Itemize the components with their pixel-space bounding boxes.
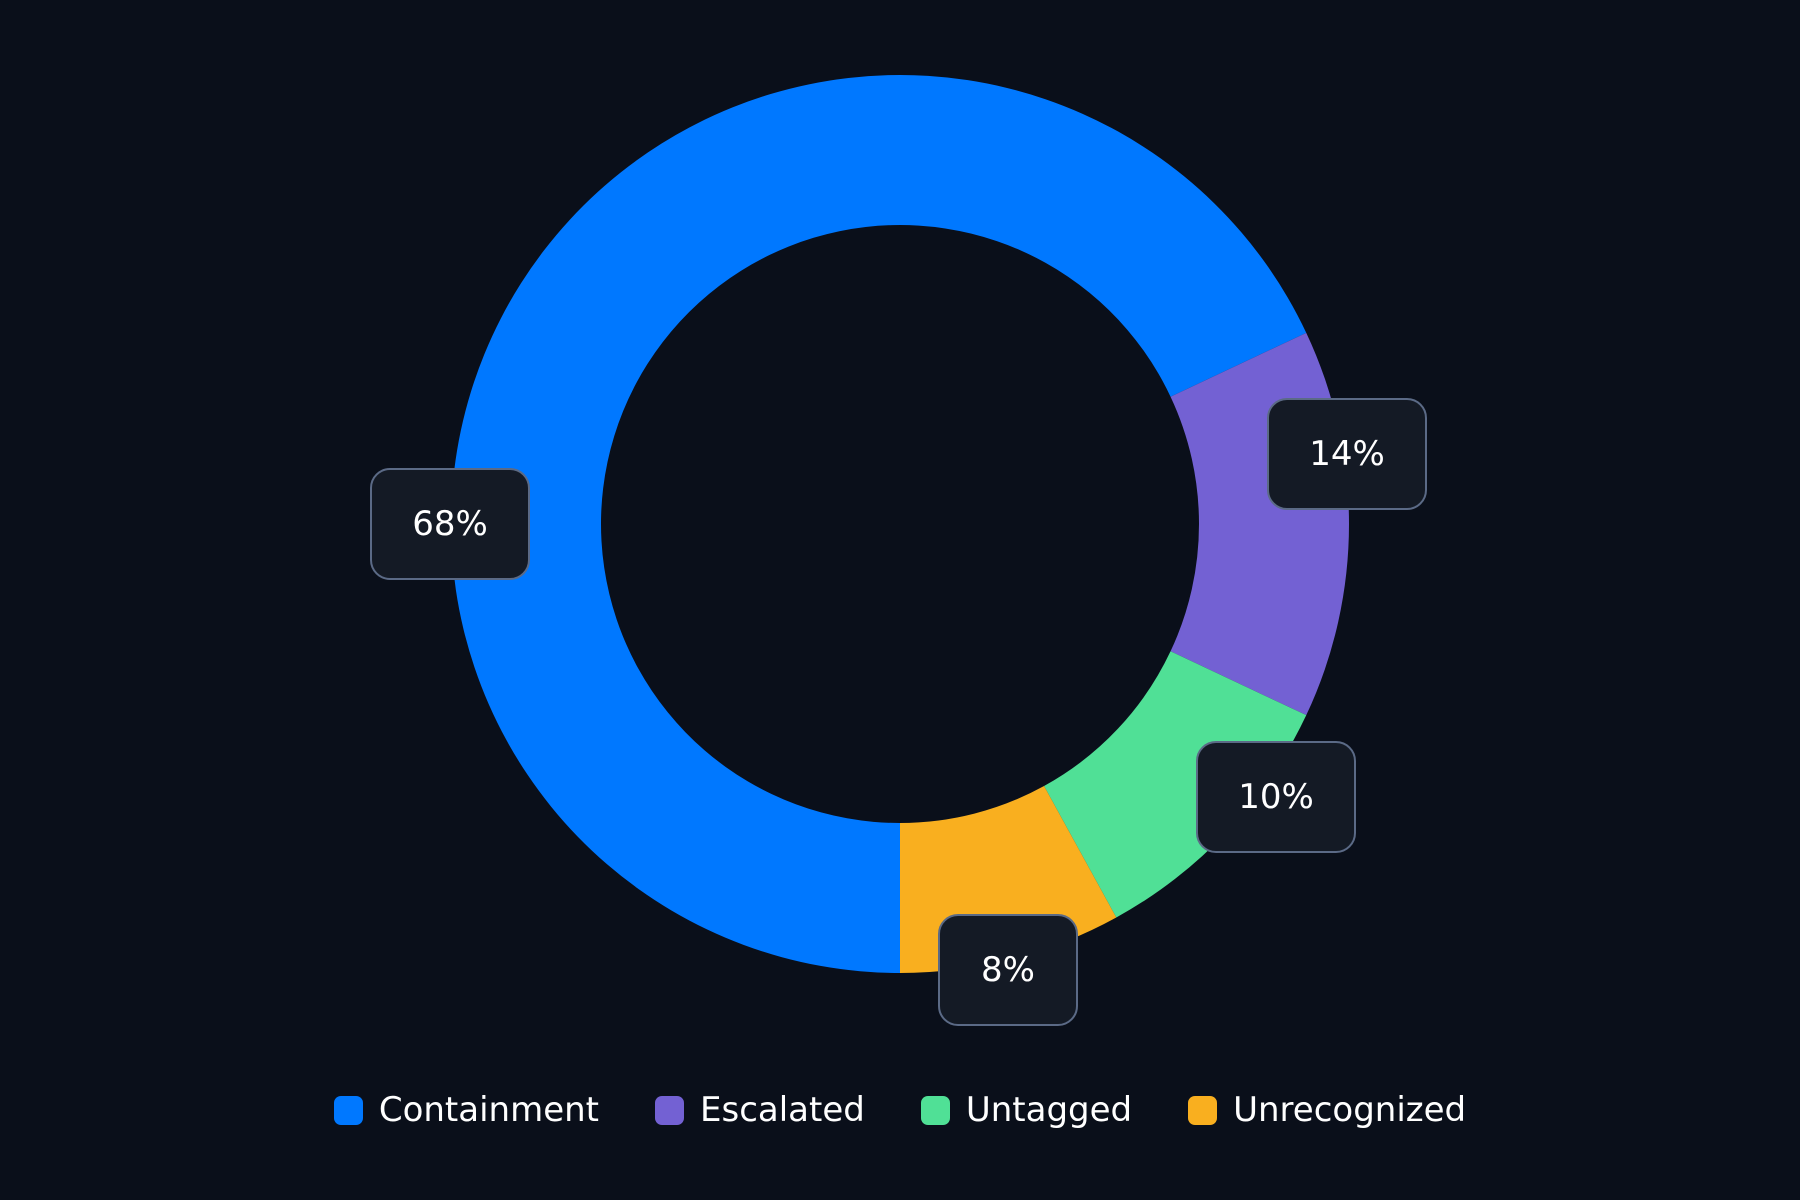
legend-item-untagged[interactable]: Untagged bbox=[920, 1090, 1133, 1130]
value-label-text: 8% bbox=[981, 950, 1035, 990]
value-label-untagged: 10% bbox=[1196, 741, 1356, 853]
value-label-containment: 68% bbox=[370, 468, 530, 580]
legend-label: Untagged bbox=[965, 1090, 1133, 1130]
legend-item-containment[interactable]: Containment bbox=[333, 1090, 600, 1130]
legend-swatch bbox=[333, 1095, 363, 1125]
legend-label: Unrecognized bbox=[1233, 1090, 1467, 1130]
legend-swatch bbox=[920, 1095, 950, 1125]
donut-segment-containment[interactable] bbox=[450, 75, 1307, 973]
donut-segment-untagged[interactable] bbox=[1044, 651, 1307, 918]
legend-swatch bbox=[655, 1095, 685, 1125]
legend-item-unrecognized[interactable]: Unrecognized bbox=[1188, 1090, 1466, 1130]
value-label-text: 10% bbox=[1238, 777, 1314, 817]
legend-label: Escalated bbox=[700, 1090, 865, 1130]
legend-label: Containment bbox=[378, 1090, 600, 1130]
value-label-text: 14% bbox=[1309, 434, 1385, 474]
value-label-text: 68% bbox=[412, 504, 488, 544]
value-label-unrecognized: 8% bbox=[938, 914, 1078, 1026]
value-label-escalated: 14% bbox=[1267, 398, 1427, 510]
chart-legend: Containment Escalated Untagged Unrecogni… bbox=[0, 1088, 1800, 1132]
legend-item-escalated[interactable]: Escalated bbox=[655, 1090, 865, 1130]
legend-swatch bbox=[1188, 1095, 1218, 1125]
donut-segment-escalated[interactable] bbox=[1170, 332, 1350, 716]
